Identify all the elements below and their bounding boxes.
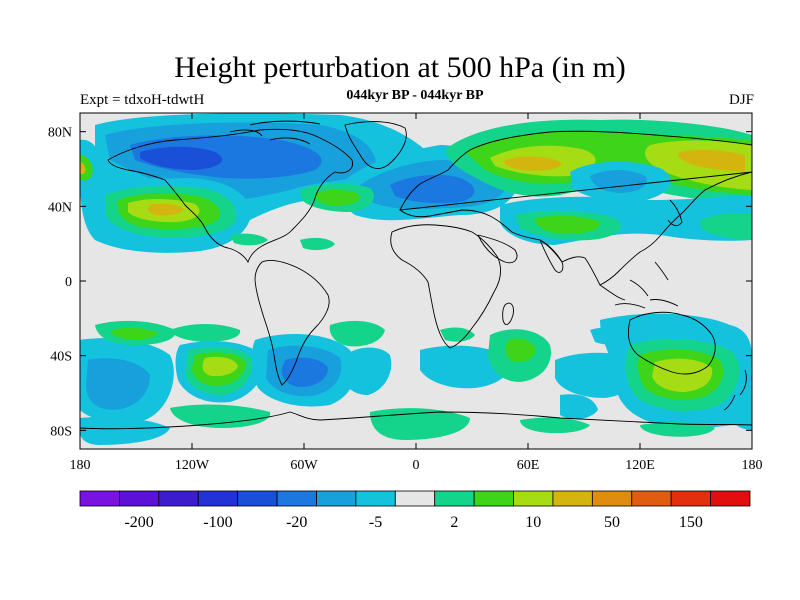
page-title: Height perturbation at 500 hPa (in m) [174,51,626,84]
colorbar-box [591,490,633,507]
colorbar-box [473,490,514,507]
coastline-greenland [344,121,407,169]
colorbar-box [119,490,160,507]
field-negative-40n-band [500,195,752,245]
field-southern-east [555,313,752,428]
coastline-arabia-india [477,234,564,273]
field-positive-atlantic [230,183,374,251]
coastline-antarctica [80,411,752,430]
field-negative-siberia [570,161,671,202]
colorbar-box [513,490,554,507]
coastline-north-america [107,128,353,264]
map-ticks: 180 120W 60W 0 60E 120E 180 80N 40N 0 40S 80S [48,113,763,473]
colorbar-box [316,490,357,507]
colorbar-box [394,490,436,507]
colorbar-box [158,490,199,507]
colorbar-label: 50 [604,514,620,531]
x-tick-label: 180 [742,458,763,473]
x-tick-label: 60E [517,458,540,473]
coastline-eurasia [398,130,752,286]
colorbar-box [79,490,120,507]
x-tick-label: 0 [413,458,420,473]
season-label: DJF [728,92,754,108]
x-tick-label: 60W [290,458,318,473]
x-tick-label: 120E [625,458,655,473]
colorbar-box [670,490,711,507]
height-field [80,113,752,445]
coastline-africa [390,224,501,349]
coastline-madagascar [502,302,514,326]
coastline-indonesia [599,261,679,309]
coastline-south-america [254,259,330,386]
period-label: 044kyr BP - 044kyr BP [346,88,484,103]
coastline-australia [627,311,716,375]
colorbar-box [631,490,672,507]
colorbar-label: 150 [679,514,703,531]
coastlines [80,120,752,430]
field-antarctic [80,327,752,445]
colorbar-box [355,490,396,507]
colorbar-box [434,490,475,507]
colorbar-label: -20 [286,514,307,531]
experiment-label: Expt = tdxoH-tdwtH [80,92,205,108]
field-negative-south-atlantic [251,320,551,407]
coastline-japan [667,199,683,227]
y-tick-label: 80S [50,424,72,439]
colorbar-box [276,490,317,507]
colorbar-box [237,490,278,507]
colorbar-box [710,490,751,507]
colorbar: -200 -100 -20 -5 2 10 50 150 [79,490,751,531]
y-tick-label: 0 [65,275,72,290]
y-tick-label: 40N [48,200,72,215]
coastline-arctic-islands [229,120,321,145]
y-tick-label: 40S [50,350,72,365]
x-tick-label: 180 [70,458,91,473]
colorbar-label: 2 [450,514,458,531]
colorbar-label: -100 [203,514,232,531]
coastline-new-zealand [723,369,747,411]
colorbar-box [197,490,239,507]
colorbar-label: -200 [124,514,153,531]
colorbar-label: 10 [525,514,541,531]
x-tick-label: 120W [175,458,210,473]
colorbar-label: -5 [369,514,382,531]
field-southern-west [80,320,264,422]
y-tick-label: 80N [48,126,72,141]
colorbar-box [552,490,593,507]
